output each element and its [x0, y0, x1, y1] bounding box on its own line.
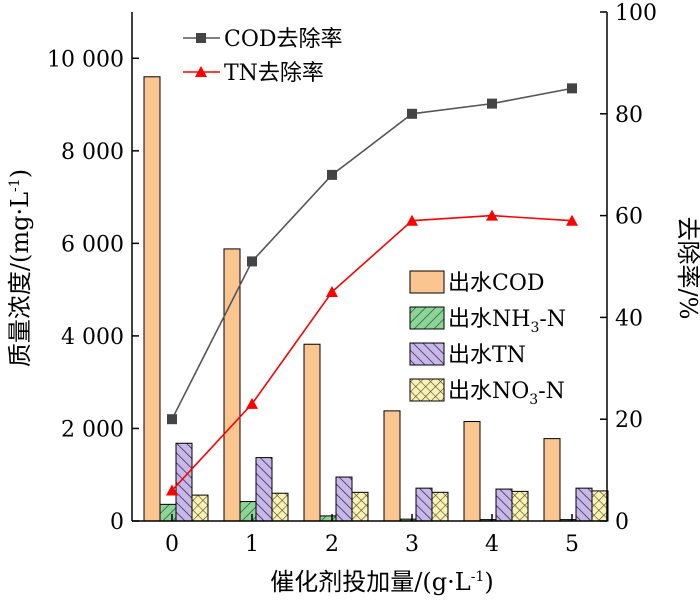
- point-1-3: [406, 214, 418, 226]
- point-0-5: [567, 83, 577, 94]
- x-tick-label-1: 1: [245, 532, 259, 557]
- y-left-tick-label-1: 2 000: [61, 417, 124, 442]
- line-layer: [166, 83, 578, 496]
- legend-label-bar-2: 出水TN: [448, 343, 526, 368]
- legend-label-line-1: TN去除率: [224, 61, 324, 86]
- bar-0-5: [543, 438, 561, 522]
- bar-3-5: [591, 490, 609, 522]
- x-tick-label-5: 5: [565, 532, 579, 557]
- y-right-tick-label-4: 80: [615, 103, 643, 128]
- legend-swatch-0: [409, 270, 445, 294]
- legend-swatch-1: [409, 306, 445, 330]
- legend-marker-1: [195, 66, 207, 77]
- x-tick-label-0: 0: [165, 532, 179, 557]
- y-axis-right-label: 去除率/%: [674, 217, 700, 320]
- bar-2-3: [415, 487, 433, 522]
- y-right-tick-label-3: 60: [615, 205, 643, 230]
- y-right-tick-label-5: 100: [615, 1, 657, 26]
- y-left-tick-label-2: 4 000: [61, 325, 124, 350]
- x-tick-label-3: 3: [405, 532, 419, 557]
- point-1-4: [486, 209, 498, 221]
- bar-2-1: [255, 457, 273, 522]
- bar-0-4: [463, 421, 481, 522]
- y-right-tick-label-0: 0: [615, 510, 629, 535]
- bar-3-1: [271, 492, 289, 522]
- bar-3-0: [191, 494, 209, 522]
- y-right-tick-label-2: 40: [615, 306, 643, 331]
- legend-label-bar-0: 出水COD: [448, 271, 545, 296]
- legend-swatch-2: [409, 342, 445, 366]
- point-1-5: [566, 214, 578, 226]
- bar-3-2: [351, 491, 369, 522]
- legend-marker-0: [196, 33, 206, 43]
- x-axis-label: 催化剂投加量/(g·L-1): [270, 568, 493, 596]
- point-0-0: [167, 414, 177, 425]
- point-1-2: [326, 285, 338, 297]
- bar-2-5: [575, 487, 593, 522]
- bar-3-3: [431, 491, 449, 522]
- bar-3-4: [511, 490, 529, 522]
- bar-0-3: [383, 410, 401, 522]
- bar-2-4: [495, 488, 513, 522]
- x-tick-label-2: 2: [325, 532, 339, 557]
- x-tick-label-4: 4: [485, 532, 499, 557]
- bar-layer: [143, 76, 609, 522]
- point-0-4: [487, 98, 497, 109]
- bar-2-2: [335, 476, 353, 522]
- line-0: [171, 87, 573, 420]
- bar-0-2: [303, 343, 321, 522]
- y-left-tick-label-4: 8 000: [61, 140, 124, 165]
- point-1-0: [166, 484, 178, 496]
- point-0-2: [327, 169, 337, 180]
- bar-1-2: [319, 515, 337, 522]
- legend-label-line-0: COD去除率: [224, 27, 343, 52]
- legend-label-bar-1: 出水NH3-N: [448, 307, 566, 336]
- bar-1-1: [239, 501, 257, 522]
- y-left-tick-label-5: 10 000: [47, 47, 124, 72]
- point-1-1: [246, 397, 258, 409]
- point-0-1: [247, 256, 257, 267]
- legend-label-bar-3: 出水NO3-N: [448, 379, 565, 408]
- y-axis-left-label: 质量浓度/(mg·L-1): [6, 169, 34, 367]
- bar-0-0: [143, 76, 161, 522]
- bar-2-0: [175, 442, 193, 522]
- y-right-tick-label-1: 20: [615, 408, 643, 433]
- bar-1-0: [159, 503, 177, 522]
- axes-layer: 0 2 000 4 000 6 000 8 000 10 000 0 20 40 60 80 100 0…: [47, 1, 657, 557]
- y-left-tick-label-0: 0: [110, 510, 124, 535]
- y-left-tick-label-3: 6 000: [61, 232, 124, 257]
- point-0-3: [407, 108, 417, 119]
- line-1: [171, 214, 573, 492]
- legend-swatch-3: [409, 378, 445, 402]
